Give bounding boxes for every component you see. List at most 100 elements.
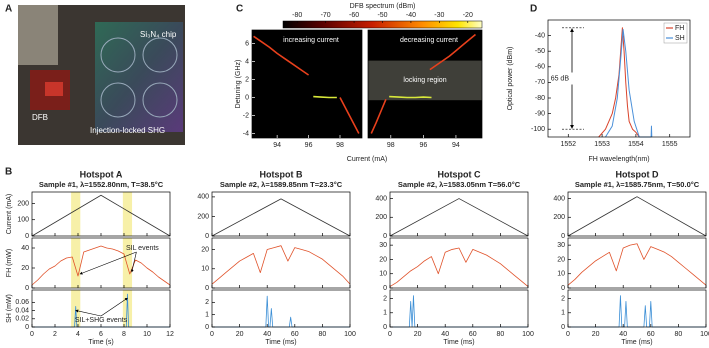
panel-label: A (5, 4, 12, 15)
data-line (313, 95, 337, 99)
panel-label: D (530, 4, 537, 15)
annotation: locking region (403, 77, 446, 84)
x-tick-label: 80 (497, 331, 505, 338)
y-tick-label: 1 (561, 310, 565, 317)
x-tick-label: 98 (387, 142, 395, 149)
y-tick-label: 4 (245, 58, 249, 65)
y-tick-label: 20 (21, 265, 29, 272)
y-tick-label: 1 (383, 310, 387, 317)
y-tick-label: 0.02 (15, 316, 29, 323)
plot-frame (211, 191, 351, 237)
y-tick-label: 400 (553, 195, 565, 202)
data-line (31, 245, 171, 286)
plot-area (568, 290, 706, 327)
x-tick-label: 40 (441, 331, 449, 338)
x-tick-label: 0 (388, 331, 392, 338)
x-tick-label: 1555 (662, 141, 678, 148)
y-tick-label: 20 (379, 256, 387, 263)
annotation: SIL+SHG events (75, 317, 128, 324)
x-tick-label: 94 (273, 142, 281, 149)
x-tick-label: 60 (291, 331, 299, 338)
hotspot-title: Hotspot D (616, 169, 659, 179)
y-tick-label: 0 (205, 324, 209, 331)
y-tick-label: 200 (197, 213, 209, 220)
locking-region (368, 60, 482, 101)
data-line (212, 295, 350, 328)
y-tick-label: 20 (201, 246, 209, 253)
x-tick-label: 2 (53, 331, 57, 338)
plot-frame (389, 191, 529, 237)
plot-area (568, 238, 706, 288)
colorbar-title: DFB spectrum (dBm) (350, 3, 416, 10)
annotation: SIL events (126, 245, 159, 252)
axis-label: FH (mW) (6, 249, 13, 277)
y-tick-label: 10 (557, 271, 565, 278)
y-tick-label: 30 (557, 242, 565, 249)
axis-label: Time (ms) (621, 339, 652, 346)
hotspot-subtitle: Sample #2, λ=1589.85nm T=23.3°C (220, 180, 343, 189)
y-tick-label: 2 (383, 295, 387, 302)
y-tick-label: 6 (245, 40, 249, 47)
axis-label: FH wavelength(nm) (588, 156, 649, 163)
plot-frame (567, 191, 707, 237)
x-tick-label: 80 (675, 331, 683, 338)
highlight (71, 192, 81, 236)
x-tick-label: 20 (592, 331, 600, 338)
x-tick-label: 1553 (594, 141, 610, 148)
axis-label: Time (s) (88, 339, 113, 346)
plot-frame (567, 289, 707, 328)
x-tick-label: 0 (210, 331, 214, 338)
y-tick-label: 400 (375, 195, 387, 202)
y-tick-label: -50 (535, 48, 545, 55)
x-tick-label: 60 (469, 331, 477, 338)
y-tick-label: 0 (25, 285, 29, 292)
axis-label: Current (mA) (6, 194, 13, 234)
colorbar-tick-label: -50 (377, 12, 387, 19)
data-line (389, 95, 432, 99)
y-tick-label: 100 (17, 217, 29, 224)
y-tick-label: 0 (561, 285, 565, 292)
plot-area (390, 192, 528, 236)
y-tick-label: 0.04 (15, 307, 29, 314)
photo: Si₃N₄ chip DFB Injection-locked SHG (18, 5, 185, 145)
y-tick-label: -90 (535, 110, 545, 117)
y-tick-label: 0 (25, 233, 29, 240)
axis-label: Detuning (GHz) (235, 60, 242, 109)
y-tick-label: -4 (243, 130, 249, 137)
y-tick-label: -40 (535, 32, 545, 39)
x-tick-label: 100 (700, 331, 709, 338)
photo-label: Injection-locked SHG (90, 126, 165, 135)
data-line (567, 243, 707, 286)
hotspot-subtitle: Sample #1, λ=1585.75nm, T=50.0°C (575, 180, 700, 189)
x-tick-label: 1552 (560, 141, 576, 148)
data-line (429, 33, 476, 71)
y-tick-label: 0 (205, 233, 209, 240)
plot-frame (367, 29, 483, 139)
data-line (31, 194, 171, 237)
hotspot-title: Hotspot A (80, 169, 123, 179)
colorbar-tick-label: -30 (434, 12, 444, 19)
y-tick-label: -2 (243, 112, 249, 119)
x-tick-label: 80 (319, 331, 327, 338)
data-line (370, 98, 387, 134)
hotspot-title: Hotspot B (260, 169, 303, 179)
x-tick-label: 98 (336, 142, 344, 149)
y-tick-label: -60 (535, 64, 545, 71)
highlight (122, 238, 133, 288)
plot-frame (547, 19, 691, 138)
legend-label: SH (675, 35, 685, 42)
y-tick-label: 200 (553, 214, 565, 221)
data-line (567, 196, 707, 237)
axis-label: Time (ms) (265, 339, 296, 346)
highlight (122, 290, 133, 327)
axis-label: SH (mW) (6, 294, 13, 323)
plot-area (212, 192, 350, 236)
x-tick-label: 40 (263, 331, 271, 338)
y-tick-label: 200 (17, 200, 29, 207)
plot-frame (567, 237, 707, 289)
y-tick-label: 0.06 (15, 299, 29, 306)
panel-label: increasing current (283, 37, 339, 44)
data-line (598, 27, 640, 138)
colorbar-tick-label: -80 (292, 12, 302, 19)
